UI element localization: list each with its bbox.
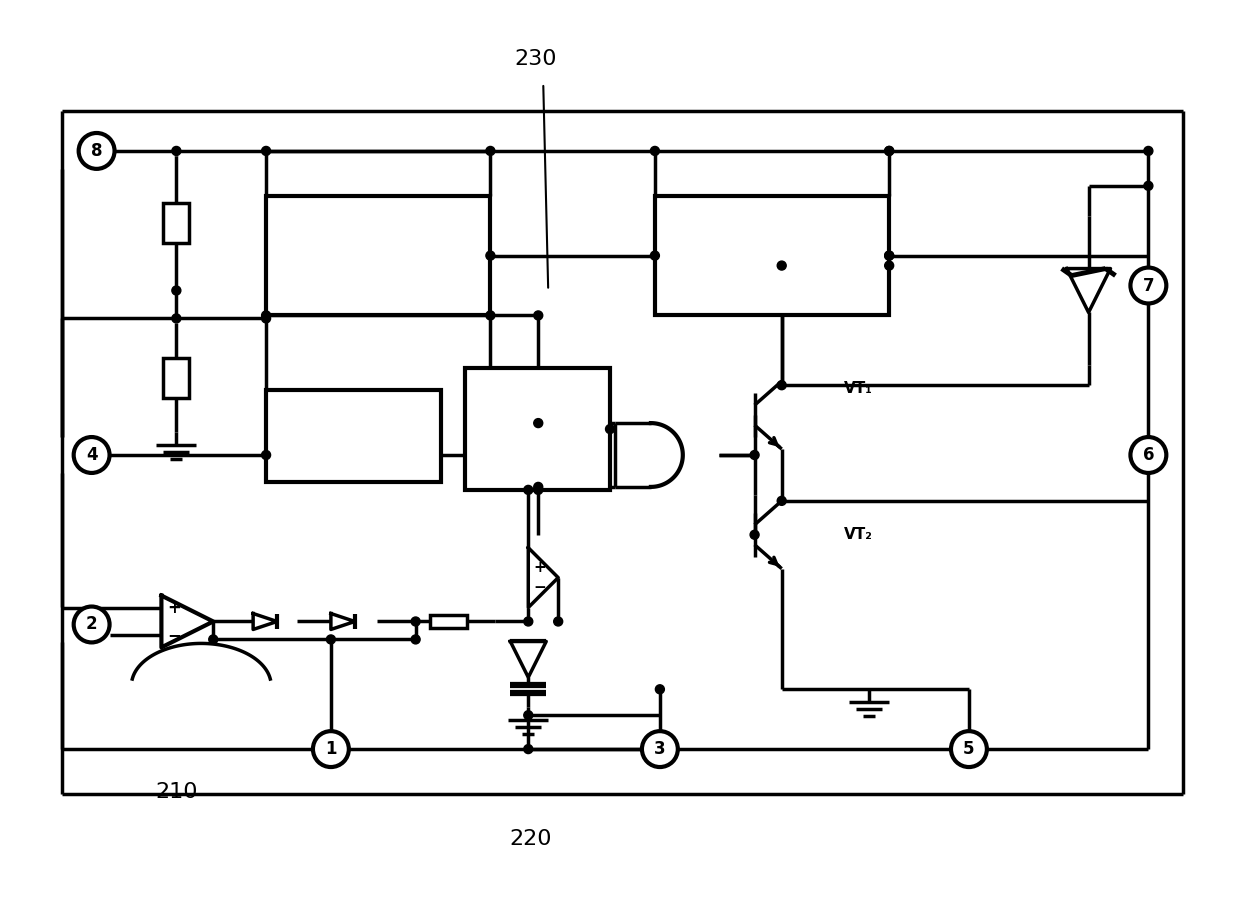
- Circle shape: [750, 530, 759, 539]
- Circle shape: [1131, 437, 1167, 473]
- Circle shape: [262, 450, 270, 459]
- Circle shape: [884, 146, 894, 155]
- Bar: [267, 196, 490, 315]
- Circle shape: [312, 731, 348, 767]
- Text: 4: 4: [86, 446, 98, 464]
- Circle shape: [656, 685, 665, 694]
- Circle shape: [523, 711, 533, 720]
- Text: 230: 230: [515, 49, 557, 69]
- Circle shape: [1143, 146, 1153, 155]
- Text: −: −: [534, 580, 547, 595]
- Circle shape: [172, 146, 181, 155]
- Circle shape: [326, 635, 335, 644]
- Circle shape: [412, 617, 420, 626]
- Circle shape: [605, 425, 615, 433]
- Text: 210: 210: [155, 782, 197, 802]
- Circle shape: [1143, 182, 1153, 191]
- Circle shape: [412, 635, 420, 644]
- Bar: [465, 369, 610, 490]
- Circle shape: [262, 311, 270, 320]
- Circle shape: [750, 450, 759, 459]
- Text: +: +: [167, 598, 181, 617]
- Circle shape: [486, 311, 495, 320]
- Circle shape: [172, 286, 181, 295]
- Circle shape: [523, 617, 533, 626]
- Circle shape: [884, 252, 894, 260]
- Text: 1: 1: [325, 740, 336, 758]
- Circle shape: [73, 437, 109, 473]
- Bar: [429, 615, 467, 628]
- Text: 8: 8: [91, 142, 103, 160]
- Circle shape: [523, 486, 533, 494]
- Circle shape: [486, 252, 495, 260]
- Circle shape: [533, 486, 543, 494]
- Bar: [164, 203, 190, 243]
- Text: 6: 6: [1142, 446, 1154, 464]
- Text: VT₂: VT₂: [844, 528, 873, 542]
- Circle shape: [777, 262, 786, 270]
- Circle shape: [884, 252, 894, 260]
- Circle shape: [486, 146, 495, 155]
- Circle shape: [651, 252, 660, 260]
- Text: 220: 220: [510, 829, 552, 849]
- Circle shape: [533, 419, 543, 428]
- Circle shape: [884, 262, 894, 270]
- Text: VT₁: VT₁: [844, 380, 873, 396]
- Circle shape: [884, 146, 894, 155]
- Circle shape: [262, 146, 270, 155]
- Circle shape: [1131, 268, 1167, 303]
- Circle shape: [777, 497, 786, 506]
- Circle shape: [172, 314, 181, 323]
- Text: 3: 3: [653, 740, 666, 758]
- Circle shape: [78, 133, 114, 169]
- Circle shape: [777, 380, 786, 390]
- Bar: [164, 358, 190, 398]
- Circle shape: [262, 314, 270, 323]
- Text: +: +: [534, 560, 547, 575]
- Circle shape: [533, 482, 543, 491]
- Circle shape: [642, 731, 678, 767]
- Circle shape: [533, 311, 543, 320]
- Bar: [655, 196, 889, 315]
- Circle shape: [523, 745, 533, 754]
- Text: 7: 7: [1142, 277, 1154, 294]
- Bar: [267, 390, 440, 482]
- Text: 5: 5: [963, 740, 975, 758]
- Text: 2: 2: [86, 616, 98, 634]
- Text: −: −: [167, 627, 181, 645]
- Circle shape: [73, 607, 109, 643]
- Circle shape: [208, 635, 218, 644]
- Circle shape: [951, 731, 987, 767]
- Circle shape: [651, 146, 660, 155]
- Circle shape: [554, 617, 563, 626]
